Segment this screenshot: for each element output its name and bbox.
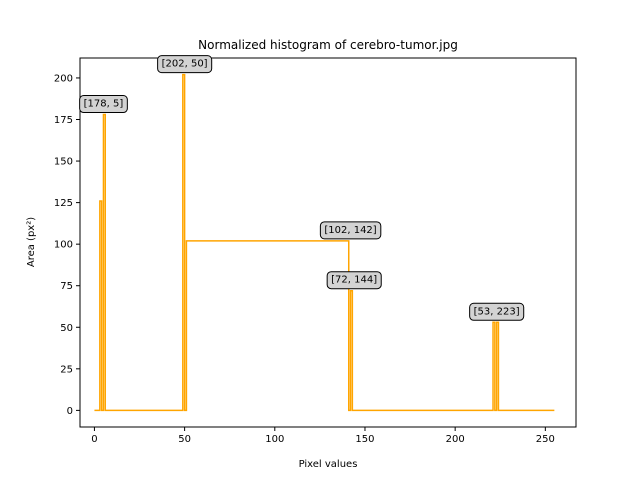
peak-annotation: [202, 50]	[157, 55, 213, 74]
annotation-label: [53, 223]	[474, 306, 520, 317]
x-tick-label: 200	[446, 434, 465, 445]
annotation-box	[469, 302, 525, 321]
annotation-label: [202, 50]	[162, 59, 208, 70]
y-tick-label: 25	[60, 364, 73, 375]
y-tick-label: 150	[54, 157, 73, 168]
y-tick-label: 50	[60, 323, 73, 334]
peak-annotation: [72, 144]	[326, 271, 382, 290]
annotation-label: [102, 142]	[324, 225, 376, 236]
y-tick-label: 75	[60, 281, 73, 292]
plot-frame	[79, 57, 577, 428]
peak-annotation: [178, 5]	[79, 95, 128, 114]
x-tick-label: 250	[536, 434, 555, 445]
annotation-label: [72, 144]	[331, 275, 377, 286]
annotation-box	[326, 271, 382, 290]
y-tick-label: 0	[67, 406, 73, 417]
y-axis-label: Area (px²)	[26, 217, 37, 267]
x-tick-label: 0	[91, 434, 97, 445]
x-tick-label: 50	[178, 434, 191, 445]
peak-annotation: [102, 142]	[319, 221, 382, 240]
series-line-0	[94, 73, 555, 412]
x-axis-label: Pixel values	[299, 459, 358, 470]
annotation-box	[79, 95, 128, 114]
annotation-box	[319, 221, 382, 240]
y-tick-label: 100	[54, 240, 73, 251]
annotation-box	[157, 55, 213, 74]
y-tick-label: 175	[54, 115, 73, 126]
annotation-label: [178, 5]	[84, 99, 124, 110]
peak-annotation: [53, 223]	[469, 302, 525, 321]
y-tick-label: 125	[54, 198, 73, 209]
x-tick-label: 100	[265, 434, 284, 445]
y-tick-label: 200	[54, 73, 73, 84]
chart-title: Normalized histogram of cerebro-tumor.jp…	[198, 38, 458, 52]
x-tick-label: 150	[355, 434, 374, 445]
